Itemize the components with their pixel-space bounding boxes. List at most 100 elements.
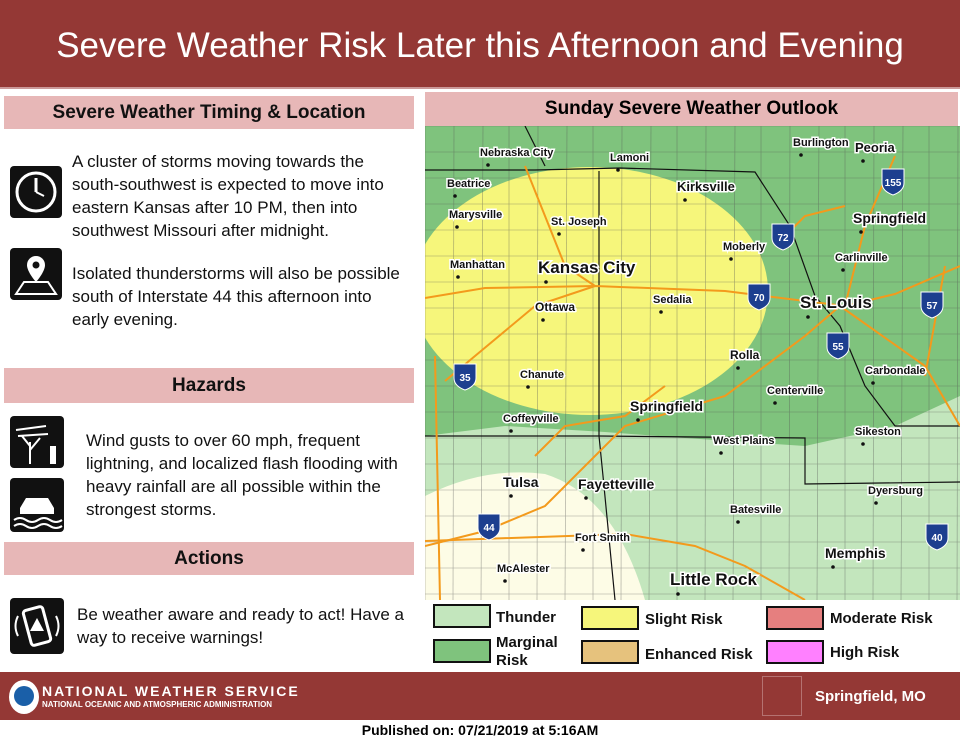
- interstate-shield-icon: [925, 523, 949, 551]
- city-dot: [736, 520, 740, 524]
- interstate-shield-icon: [453, 363, 477, 391]
- city-label: West Plains: [713, 435, 775, 447]
- legend-slight-swatch: [581, 606, 639, 630]
- timing-text-2: Isolated thunderstorms will also be poss…: [72, 264, 400, 329]
- city-label: Rolla: [730, 348, 760, 362]
- interstate-label: 40: [931, 533, 943, 544]
- legend-thunder-swatch: [433, 604, 491, 628]
- city-label: Fort Smith: [575, 532, 630, 544]
- interstate-label: 72: [777, 233, 789, 244]
- city-dot: [456, 275, 460, 279]
- interstate-label: 35: [459, 373, 471, 384]
- interstate-shield-icon: [826, 332, 850, 360]
- city-dot: [526, 385, 530, 389]
- city-label: Moberly: [723, 241, 766, 253]
- city-dot: [557, 232, 561, 236]
- city-dot: [874, 501, 878, 505]
- city-dot: [509, 429, 513, 433]
- city-dot: [719, 451, 723, 455]
- city-label: Nebraska City: [480, 147, 554, 159]
- footer: NATIONAL WEATHER SERVICE NATIONAL OCEANI…: [0, 672, 960, 720]
- city-label: Carbondale: [865, 365, 926, 377]
- city-dot: [676, 592, 680, 596]
- map-pin-icon: [10, 248, 62, 300]
- city-dot: [509, 494, 513, 498]
- city-dot: [683, 198, 687, 202]
- city-label: Sikeston: [855, 426, 901, 438]
- slight-risk-area: [425, 167, 768, 415]
- city-label: Batesville: [730, 504, 781, 516]
- city-label: Springfield: [630, 398, 703, 414]
- legend-high: High Risk: [830, 644, 900, 661]
- city-dot: [859, 230, 863, 234]
- city-dot: [736, 366, 740, 370]
- city-label: Beatrice: [447, 178, 490, 190]
- city-dot: [773, 401, 777, 405]
- phone-alert-icon: [10, 598, 64, 654]
- clock-icon: [10, 166, 62, 218]
- city-label: Peoria: [855, 140, 896, 155]
- city-label: Burlington: [793, 137, 849, 149]
- city-label: Tulsa: [503, 474, 539, 490]
- timing-section-title: Severe Weather Timing & Location: [4, 96, 414, 129]
- city-dot: [616, 168, 620, 172]
- interstate-label: 44: [483, 523, 495, 534]
- nws-name: NATIONAL WEATHER SERVICE: [42, 683, 300, 699]
- hazards-text: Wind gusts to over 60 mph, frequent ligh…: [86, 431, 398, 519]
- city-dot: [453, 194, 457, 198]
- noaa-name: NATIONAL OCEANIC AND ATMOSPHERIC ADMINIS…: [42, 700, 273, 709]
- city-dot: [541, 318, 545, 322]
- actions-text: Be weather aware and ready to act! Have …: [77, 605, 404, 647]
- city-dot: [544, 280, 548, 284]
- city-label: Manhattan: [450, 259, 505, 271]
- interstate-shield-icon: [771, 223, 795, 251]
- city-label: Memphis: [825, 545, 886, 561]
- state-borders: [425, 126, 960, 600]
- city-label: St. Louis: [800, 293, 872, 312]
- city-label: Little Rock: [670, 570, 757, 589]
- city-dot: [503, 579, 507, 583]
- city-dot: [799, 153, 803, 157]
- city-dot: [636, 418, 640, 422]
- city-label: Springfield: [853, 210, 926, 226]
- city-dot: [659, 310, 663, 314]
- city-label: Marysville: [449, 209, 502, 221]
- city-label: Kirksville: [677, 179, 735, 194]
- city-dot: [486, 163, 490, 167]
- interstate-label: 55: [832, 342, 844, 353]
- city-label: Sedalia: [653, 294, 692, 306]
- page-title: Severe Weather Risk Later this Afternoon…: [0, 0, 960, 89]
- city-label: Centerville: [767, 385, 823, 397]
- city-label: Ottawa: [535, 300, 575, 314]
- hazards-section-title: Hazards: [4, 368, 414, 403]
- interstate-shield-icon: [920, 291, 944, 319]
- city-label: Lamoni: [610, 152, 649, 164]
- legend-thunder: Thunder: [496, 609, 556, 626]
- legend-marginal-swatch: [433, 639, 491, 663]
- interstate-shield-icon: [747, 283, 771, 311]
- city-label: McAlester: [497, 563, 550, 575]
- city-dot: [584, 496, 588, 500]
- outlook-map: 155 72 70 57 55 35 44 40 Nebraska City Lamoni Bur…: [425, 126, 960, 600]
- city-label: Kansas City: [538, 258, 636, 277]
- city-label: St. Joseph: [551, 216, 607, 228]
- city-dot: [806, 315, 810, 319]
- city-dot: [581, 548, 585, 552]
- city-dot: [831, 565, 835, 569]
- flooded-car-icon: [10, 478, 64, 532]
- missouri-outline-icon: [762, 676, 802, 716]
- city-label: Carlinville: [835, 252, 888, 264]
- city-label: Chanute: [520, 369, 564, 381]
- interstate-label: 155: [885, 178, 902, 189]
- city-label: Fayetteville: [578, 476, 654, 492]
- city-label: Coffeyville: [503, 413, 559, 425]
- legend-slight: Slight Risk: [645, 611, 723, 628]
- legend-high-swatch: [766, 640, 824, 664]
- interstate-shield-icon: [881, 168, 905, 196]
- interstate-label: 70: [753, 293, 765, 304]
- interstate-shield-icon: [477, 513, 501, 541]
- published-timestamp: Published on: 07/21/2019 at 5:16AM: [361, 722, 599, 738]
- legend-moderate-swatch: [766, 606, 824, 630]
- interstate-label: 57: [926, 301, 938, 312]
- city-dot: [455, 225, 459, 229]
